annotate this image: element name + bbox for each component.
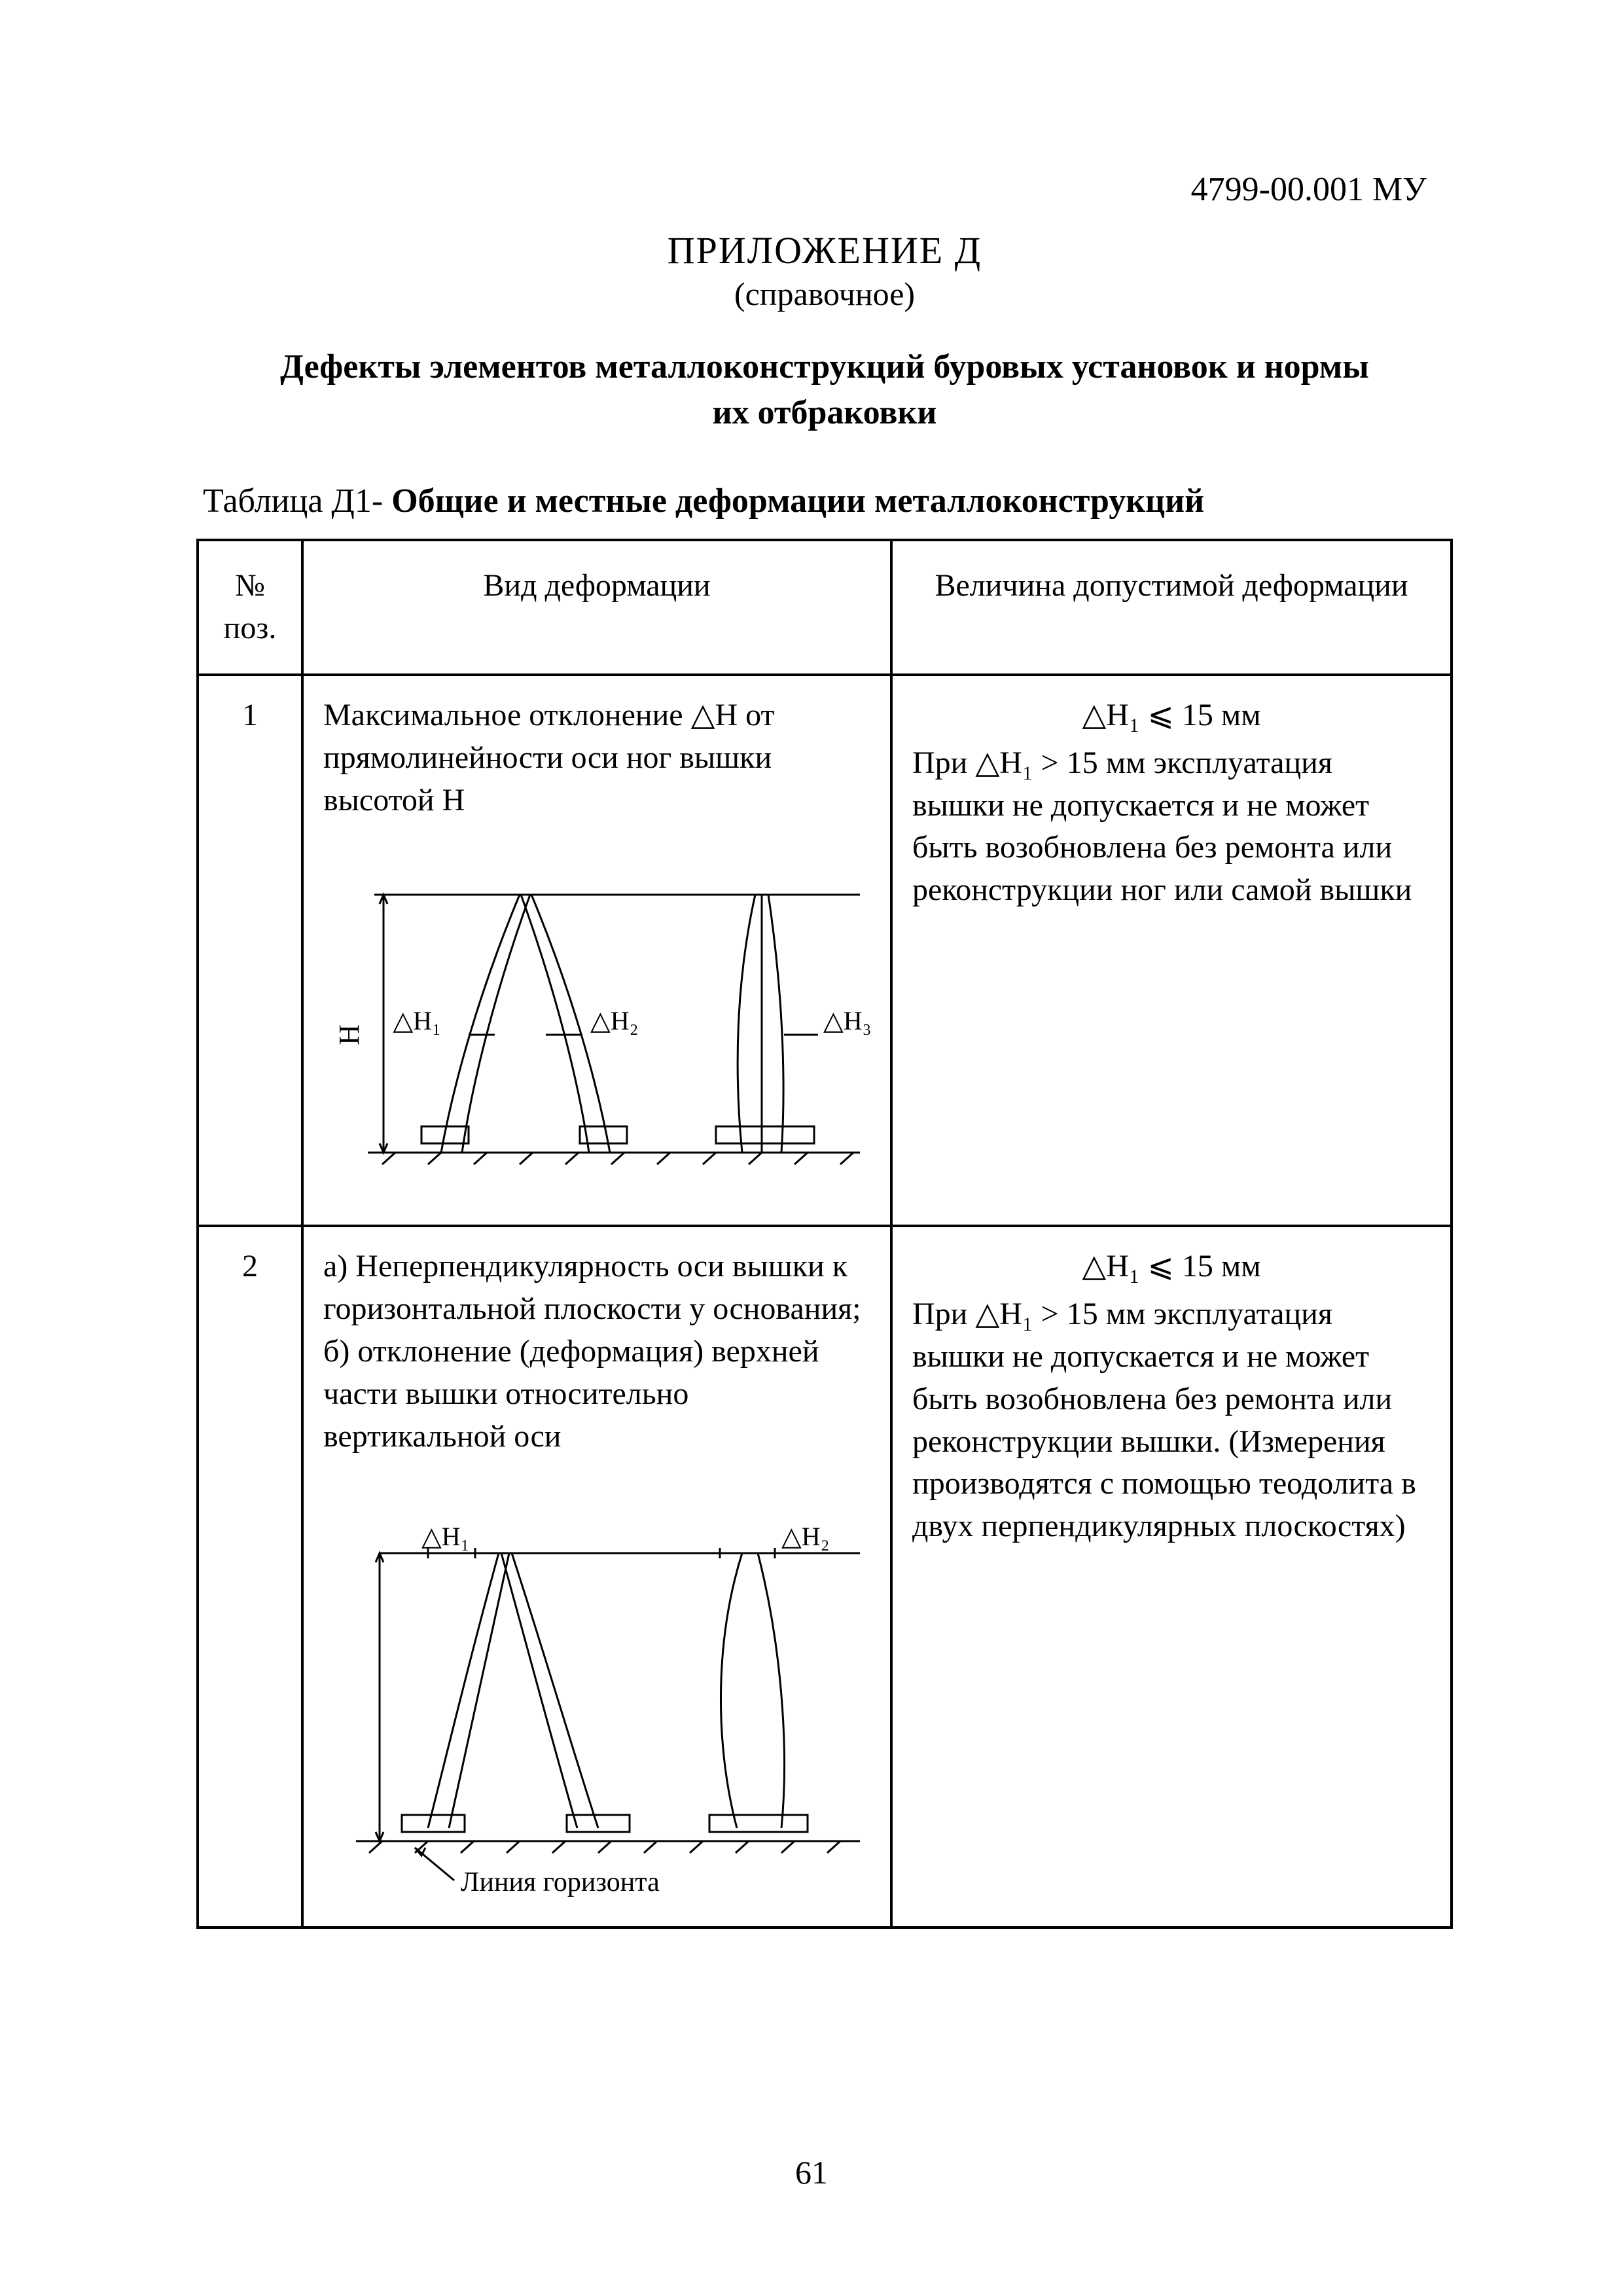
- deformation-text: Максимальное отклонение △Н от прямолиней…: [323, 694, 870, 821]
- diagram-label-dH1: △H₁: [393, 1006, 441, 1035]
- limit-body: При △H₁ > 15 мм эксплуата­ция вышки не д…: [912, 742, 1431, 912]
- table-header-row: № поз. Вид деформации Величина допустимо…: [198, 540, 1452, 675]
- row-deformation: Максимальное отклонение △Н от прямолиней…: [302, 675, 891, 1226]
- col-header-num: № поз.: [198, 540, 302, 675]
- table-row: 1 Максимальное отклонение △Н от прямолин…: [198, 675, 1452, 1226]
- diagram-label-dH2: △H₂: [781, 1522, 830, 1551]
- col-header-limit: Величина допустимой деформации: [891, 540, 1452, 675]
- row-deformation: а) Неперпендикулярность оси выш­ки к гор…: [302, 1226, 891, 1928]
- row-limit: △H₁ ⩽ 15 мм При △H₁ > 15 мм эксплуата­ци…: [891, 1226, 1452, 1928]
- diagram-label-dH2: △H₂: [590, 1006, 639, 1035]
- document-code: 4799-00.001 МУ: [196, 170, 1453, 209]
- diagram-label-dH3: △H₃: [823, 1006, 872, 1035]
- defects-table: № поз. Вид деформации Величина допустимо…: [196, 539, 1453, 1929]
- deformation-diagram-icon: H △H₁ △H₂ △H₃: [323, 838, 873, 1205]
- diagram-label-dH1: △H₁: [421, 1522, 470, 1551]
- limit-head: △H₁ ⩽ 15 мм: [912, 694, 1431, 737]
- row-limit: △H₁ ⩽ 15 мм При △H₁ > 15 мм эксплуата­ци…: [891, 675, 1452, 1226]
- diagram-label-horizon: Линия горизонта: [461, 1867, 660, 1897]
- row-num: 2: [198, 1226, 302, 1928]
- page-number: 61: [0, 2153, 1623, 2191]
- table-caption-prefix: Таблица Д1-: [203, 482, 391, 520]
- table-caption: Таблица Д1- Общие и местные деформации м…: [203, 482, 1453, 520]
- deformation-text: а) Неперпендикулярность оси выш­ки к гор…: [323, 1246, 870, 1458]
- table-caption-bold: Общие и местные деформации металлоконстр…: [391, 482, 1204, 520]
- col-header-deformation: Вид деформации: [302, 540, 891, 675]
- section-title: Дефекты элементов металлоконструкций бур…: [268, 344, 1381, 436]
- table-row: 2 а) Неперпендикулярность оси выш­ки к г…: [198, 1226, 1452, 1928]
- appendix-note: (справочное): [196, 275, 1453, 313]
- limit-body: При △H₁ > 15 мм эксплуата­ция вышки не д…: [912, 1293, 1431, 1548]
- limit-head: △H₁ ⩽ 15 мм: [912, 1246, 1431, 1288]
- diagram-label-H: H: [333, 1024, 365, 1045]
- row-num: 1: [198, 675, 302, 1226]
- appendix-title: ПРИЛОЖЕНИЕ Д: [196, 228, 1453, 272]
- deformation-diagram-icon: △H₁ △H₂ Линия горизонта: [323, 1475, 873, 1907]
